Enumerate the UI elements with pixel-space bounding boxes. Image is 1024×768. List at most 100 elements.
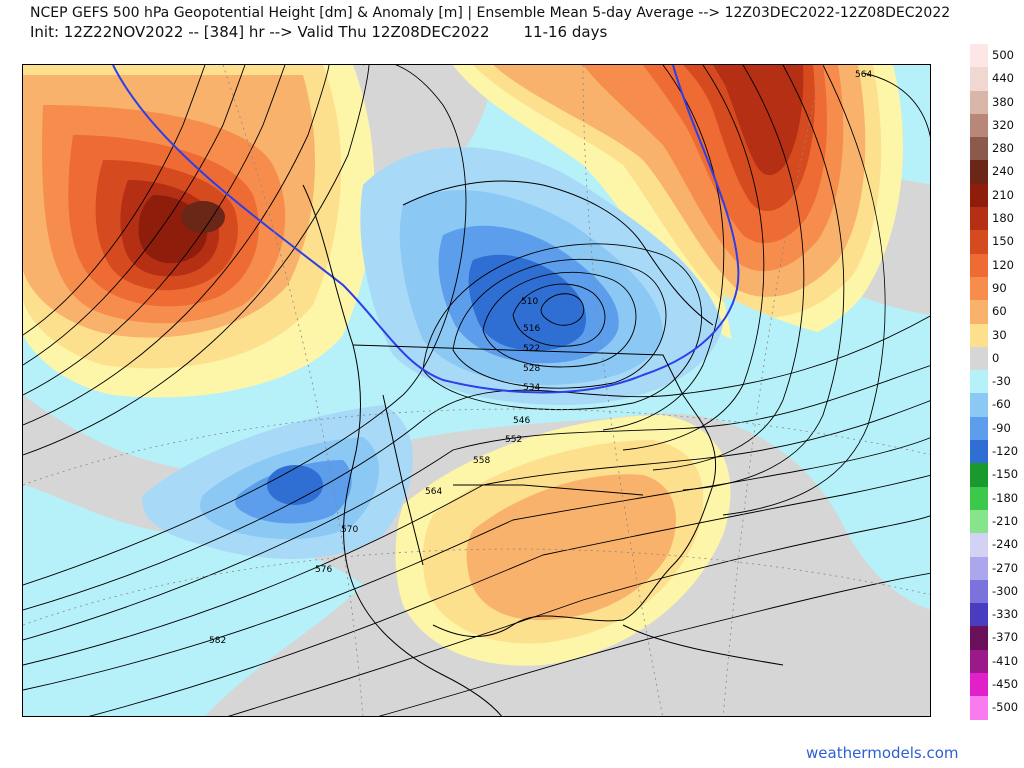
legend-swatch — [970, 230, 988, 254]
init-valid-text: Init: 12Z22NOV2022 -- [384] hr --> Valid… — [30, 23, 490, 41]
legend-entry: -30 — [970, 370, 1024, 394]
height-540-line — [112, 65, 740, 394]
anomaly-map[interactable]: 510 516 522 528 534 546 552 558 564 570 … — [22, 64, 931, 717]
legend-entry: 440 — [970, 67, 1024, 91]
site-credit[interactable]: weathermodels.com — [806, 744, 959, 762]
legend-entry: 120 — [970, 253, 1024, 277]
legend-label: -120 — [992, 444, 1019, 459]
coastlines — [302, 180, 784, 716]
legend-swatch — [970, 533, 988, 557]
legend-label: -410 — [992, 653, 1019, 668]
legend-entry: -90 — [970, 416, 1024, 441]
legend-label: -300 — [992, 583, 1019, 598]
legend-label: 210 — [992, 187, 1014, 202]
map-svg: 510 516 522 528 534 546 552 558 564 570 … — [23, 65, 930, 716]
legend-label: 500 — [992, 48, 1014, 62]
legend-label: 150 — [992, 234, 1014, 249]
legend-swatch — [970, 626, 988, 650]
legend-entry: 500 — [970, 44, 1024, 68]
legend-label: -60 — [992, 397, 1011, 412]
legend-entry: -370 — [970, 626, 1024, 650]
contour-label-516: 516 — [523, 324, 540, 334]
legend-label: -150 — [992, 467, 1019, 482]
legend-entry: -60 — [970, 393, 1024, 417]
legend-swatch — [970, 137, 988, 161]
legend-entry: 90 — [970, 276, 1024, 301]
legend-label: 30 — [992, 327, 1007, 342]
legend-swatch — [970, 649, 988, 674]
contour-label-528: 528 — [523, 364, 540, 374]
legend-label: -210 — [992, 513, 1019, 528]
legend-entry: -410 — [970, 649, 1024, 674]
contour-label-564: 564 — [425, 487, 442, 497]
legend-label: -240 — [992, 537, 1019, 552]
legend-swatch — [970, 556, 988, 580]
legend-entry: -120 — [970, 440, 1024, 464]
legend-label: -450 — [992, 677, 1019, 692]
legend-label: -180 — [992, 490, 1019, 505]
legend-label: -370 — [992, 630, 1019, 645]
contour-label-582: 582 — [209, 636, 226, 646]
legend-swatch — [970, 346, 988, 371]
contour-label-510: 510 — [521, 297, 538, 307]
legend-swatch — [970, 509, 988, 534]
legend-label: 280 — [992, 141, 1014, 156]
legend-swatch — [970, 253, 988, 277]
latlon-grid — [23, 65, 930, 716]
legend-swatch — [970, 393, 988, 417]
legend-swatch — [970, 486, 988, 510]
contour-label-546: 546 — [513, 416, 530, 426]
legend-label: 380 — [992, 94, 1014, 109]
legend-swatch — [970, 603, 988, 627]
atlantic-weak-anomaly — [723, 295, 930, 465]
legend-entry: -240 — [970, 533, 1024, 557]
legend-swatch — [970, 440, 988, 464]
legend-swatch — [970, 207, 988, 231]
legend-entry: 30 — [970, 323, 1024, 347]
legend-label: 0 — [992, 350, 1000, 365]
legend-entry: -450 — [970, 673, 1024, 697]
chart-title: NCEP GEFS 500 hPa Geopotential Height [d… — [30, 5, 951, 21]
southern-ridge — [395, 415, 731, 666]
contour-labels: 510 516 522 528 534 546 552 558 564 570 … — [209, 70, 872, 646]
legend-label: 180 — [992, 211, 1014, 226]
contour-label-552: 552 — [505, 435, 522, 445]
legend-swatch — [970, 276, 988, 301]
init-valid-line: Init: 12Z22NOV2022 -- [384] hr --> Valid… — [30, 23, 607, 41]
legend-swatch — [970, 67, 988, 91]
legend-entry: 320 — [970, 113, 1024, 138]
legend-entry: 60 — [970, 300, 1024, 324]
legend-swatch — [970, 113, 988, 138]
legend-swatch — [970, 370, 988, 394]
legend-entry: -180 — [970, 486, 1024, 510]
legend-label: -500 — [992, 700, 1019, 715]
legend-label: -330 — [992, 607, 1019, 622]
contour-label-576: 576 — [315, 565, 332, 575]
legend-entry: -300 — [970, 579, 1024, 604]
legend-entry: -150 — [970, 463, 1024, 487]
legend-entry: 280 — [970, 137, 1024, 161]
legend-entry: 380 — [970, 90, 1024, 114]
legend-label: -30 — [992, 374, 1011, 389]
legend-entry: 0 — [970, 346, 1024, 371]
legend-swatch — [970, 300, 988, 324]
legend-label: 440 — [992, 71, 1014, 86]
legend-label: 240 — [992, 164, 1014, 179]
legend-entry: -500 — [970, 696, 1024, 720]
legend-label: -270 — [992, 560, 1019, 575]
legend-label: 90 — [992, 280, 1007, 295]
legend-swatch — [970, 416, 988, 441]
legend-entry: 180 — [970, 207, 1024, 231]
legend-entry: -270 — [970, 556, 1024, 580]
alaska-ridge — [23, 65, 375, 398]
height-contours — [23, 65, 930, 716]
sw-trough — [142, 405, 413, 559]
legend-swatch — [970, 673, 988, 697]
legend-label: 60 — [992, 304, 1007, 319]
contour-label-564-ne: 564 — [855, 70, 872, 80]
legend-entry: 240 — [970, 160, 1024, 184]
legend-swatch — [970, 696, 988, 720]
contour-label-558: 558 — [473, 456, 490, 466]
greenland-ridge — [453, 65, 903, 345]
legend-swatch — [970, 44, 988, 68]
